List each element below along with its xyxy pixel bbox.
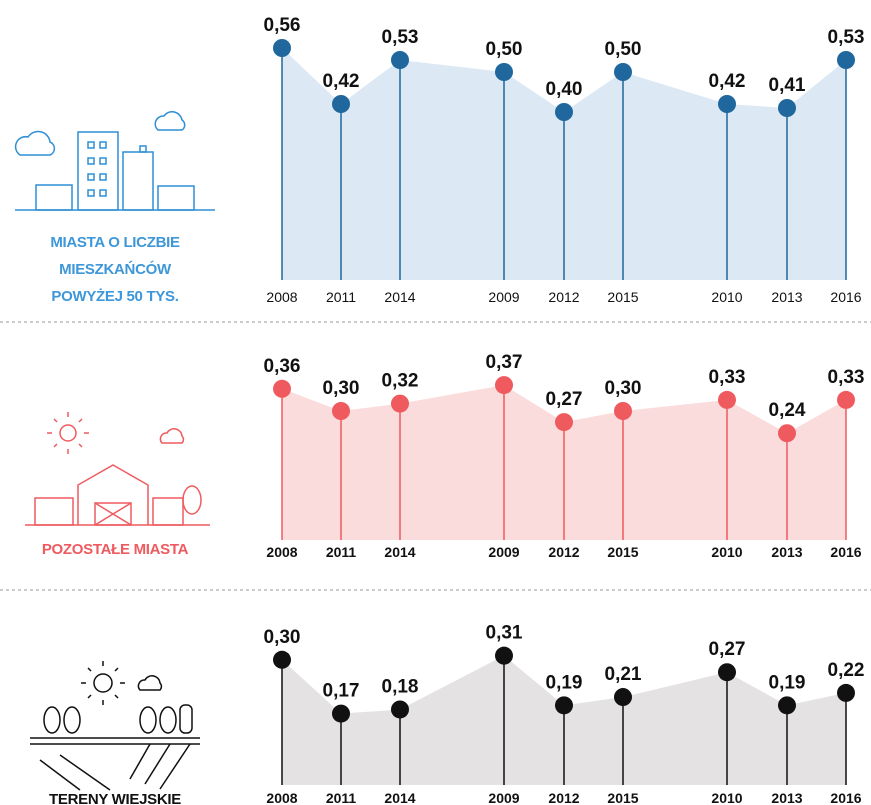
x-tick-label: 2009: [488, 544, 519, 560]
dot: [837, 390, 855, 409]
dot: [718, 390, 736, 409]
value-label: 0,42: [323, 71, 360, 92]
dot: [332, 402, 350, 420]
dot: [391, 51, 409, 69]
value-label: 0,22: [828, 660, 865, 681]
x-tick-label: 2013: [771, 790, 802, 805]
city-icon: [14, 111, 215, 211]
value-label: 0,31: [486, 623, 523, 644]
value-label: 0,27: [546, 389, 583, 410]
value-label: 0,30: [323, 378, 360, 399]
dot: [555, 696, 573, 715]
rural-icon: [30, 661, 200, 791]
value-label: 0,41: [769, 75, 806, 96]
x-tick-label: 2012: [548, 790, 579, 805]
dot: [778, 424, 796, 443]
dot: [718, 663, 736, 682]
value-label: 0,30: [605, 378, 642, 399]
value-label: 0,18: [382, 676, 419, 697]
dot: [555, 103, 573, 121]
dot: [614, 688, 632, 707]
dot: [614, 402, 632, 420]
value-label: 0,21: [605, 664, 642, 685]
x-tick-label: 2010: [711, 544, 742, 560]
panel-title: MIASTA O LICZBIE MIESZKAŃCÓW POWYŻEJ 50 …: [50, 234, 180, 305]
x-tick-label: 2010: [711, 790, 742, 805]
dot: [332, 95, 350, 113]
dot: [391, 700, 409, 719]
value-label: 0,17: [323, 681, 360, 702]
dot: [391, 394, 409, 413]
dot: [495, 376, 513, 395]
value-label: 0,33: [828, 367, 865, 388]
x-tick-label: 2012: [548, 544, 579, 560]
dot: [495, 646, 513, 665]
value-label: 0,27: [709, 639, 746, 660]
value-label: 0,42: [709, 71, 746, 92]
x-tick-label: 2015: [607, 544, 638, 560]
x-tick-label: 2013: [771, 544, 802, 560]
dot: [837, 683, 855, 702]
value-label: 0,24: [769, 400, 806, 421]
x-tick-label: 2009: [488, 289, 519, 305]
x-tick-label: 2014: [384, 790, 415, 805]
value-label: 0,19: [546, 672, 583, 693]
value-label: 0,36: [264, 356, 301, 377]
dot: [495, 63, 513, 81]
x-tick-label: 2016: [830, 790, 861, 805]
dot: [273, 650, 291, 669]
x-tick-label: 2016: [830, 544, 861, 560]
x-tick-label: 2011: [326, 790, 357, 805]
dot: [555, 413, 573, 432]
panel-title: TERENY WIEJSKIE: [49, 791, 181, 805]
x-tick-label: 2016: [830, 289, 861, 305]
dot: [614, 63, 632, 81]
x-tick-label: 2008: [266, 544, 297, 560]
value-label: 0,50: [605, 39, 642, 60]
x-tick-label: 2008: [266, 289, 297, 305]
town-icon: [25, 412, 210, 526]
value-label: 0,32: [382, 371, 419, 392]
value-label: 0,37: [486, 352, 523, 373]
dot: [778, 99, 796, 117]
x-tick-label: 2013: [771, 289, 802, 305]
dot: [332, 704, 350, 723]
x-tick-label: 2008: [266, 790, 297, 805]
dot: [718, 95, 736, 113]
value-label: 0,56: [264, 15, 301, 36]
dot: [837, 51, 855, 69]
value-label: 0,50: [486, 39, 523, 60]
value-label: 0,53: [382, 27, 419, 48]
x-tick-label: 2014: [384, 289, 415, 305]
x-tick-label: 2010: [711, 289, 742, 305]
x-tick-label: 2009: [488, 790, 519, 805]
x-tick-label: 2012: [548, 289, 579, 305]
value-label: 0,33: [709, 367, 746, 388]
dot: [273, 39, 291, 57]
x-tick-label: 2014: [384, 544, 415, 560]
value-label: 0,53: [828, 27, 865, 48]
panel-title: POZOSTAŁE MIASTA: [41, 541, 189, 558]
value-label: 0,19: [769, 672, 806, 693]
dot: [778, 696, 796, 715]
x-tick-label: 2015: [607, 289, 638, 305]
value-label: 0,40: [546, 79, 583, 100]
x-tick-label: 2011: [326, 544, 357, 560]
x-tick-label: 2015: [607, 790, 638, 805]
dot: [273, 379, 291, 398]
x-tick-label: 2011: [326, 289, 356, 305]
value-label: 0,30: [264, 627, 301, 648]
